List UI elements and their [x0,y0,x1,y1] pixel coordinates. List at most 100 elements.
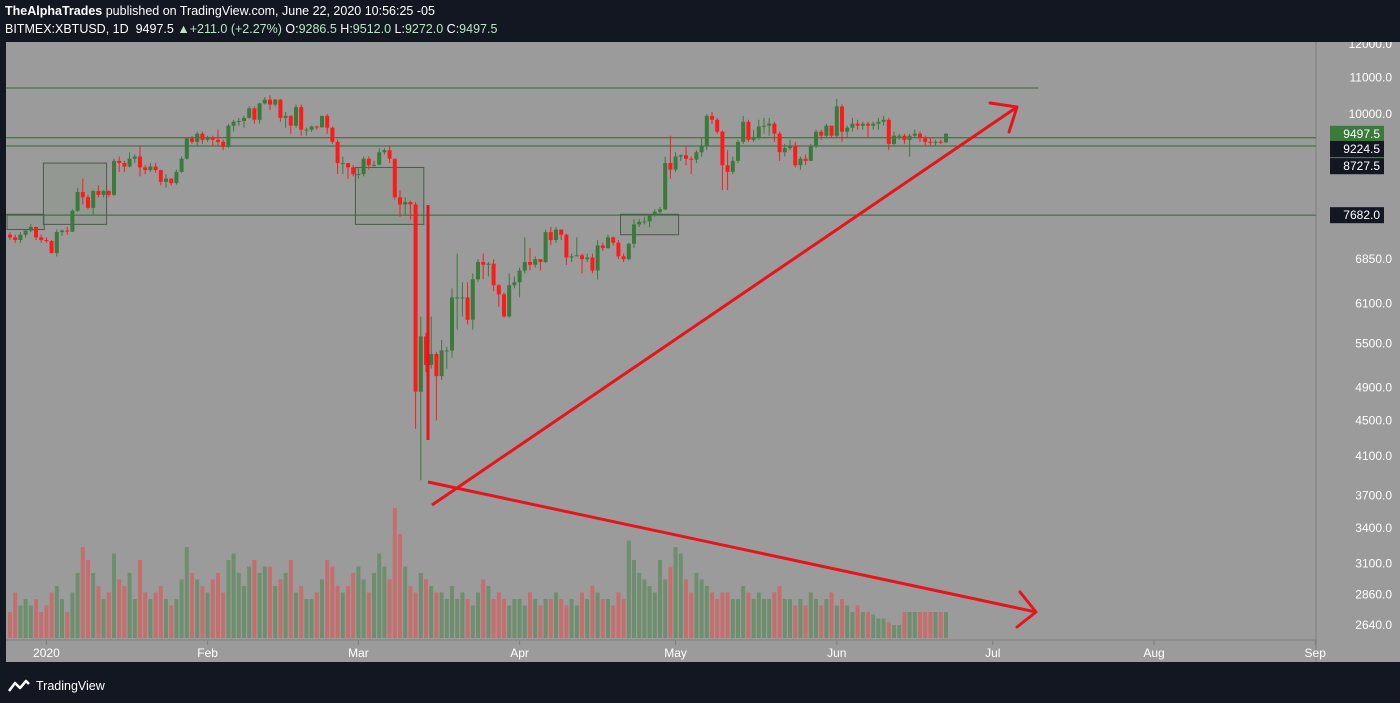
candle[interactable] [304,127,309,136]
candle[interactable] [346,163,350,179]
candle[interactable] [49,240,54,254]
candle[interactable] [881,115,886,126]
candle[interactable] [512,276,517,289]
candle[interactable] [13,234,18,243]
candle[interactable] [933,139,938,146]
candle[interactable] [938,139,943,144]
candle[interactable] [730,156,735,175]
candle[interactable] [257,102,262,124]
candle[interactable] [252,106,257,124]
candle[interactable] [637,219,642,227]
candle[interactable] [18,232,23,243]
candle[interactable] [907,133,912,157]
candle[interactable] [351,165,356,177]
candle[interactable] [434,351,439,421]
candle[interactable] [840,104,844,142]
candle[interactable] [626,242,631,261]
candle[interactable] [533,256,538,268]
candle[interactable] [75,187,80,212]
candle[interactable] [860,121,865,130]
candle[interactable] [751,129,756,142]
candle[interactable] [710,112,714,124]
candle[interactable] [106,190,111,198]
candle[interactable] [460,282,465,317]
candle[interactable] [528,248,532,271]
candle[interactable] [741,115,746,144]
candle[interactable] [538,259,543,271]
candle[interactable] [164,174,168,188]
candle[interactable] [834,98,839,138]
candle[interactable] [517,267,522,298]
candle[interactable] [928,137,933,146]
tradingview-brand[interactable]: TradingView [8,679,105,693]
candle[interactable] [496,284,501,307]
candle[interactable] [335,139,340,175]
candle[interactable] [221,139,226,151]
candle[interactable] [595,240,600,280]
candle[interactable] [647,214,652,227]
candle[interactable] [205,135,210,142]
candle[interactable] [356,167,361,179]
candle[interactable] [798,156,803,170]
candle[interactable] [455,253,460,330]
candle[interactable] [668,135,673,179]
candle[interactable] [413,202,418,430]
candle[interactable] [564,233,569,265]
candle[interactable] [793,141,798,168]
candle[interactable] [366,156,371,170]
candle[interactable] [897,133,902,140]
candle[interactable] [559,229,564,241]
candle[interactable] [923,135,928,146]
candle[interactable] [476,259,480,283]
candle[interactable] [762,117,766,134]
candle[interactable] [132,154,137,164]
candle[interactable] [101,190,106,198]
candle[interactable] [65,226,70,235]
candle[interactable] [382,148,387,155]
candle[interactable] [34,226,38,241]
candle[interactable] [699,137,704,157]
candle[interactable] [788,139,792,151]
candle[interactable] [138,145,142,177]
candle[interactable] [850,117,855,132]
candle[interactable] [273,98,278,107]
candle[interactable] [429,316,434,369]
candle[interactable] [403,197,408,215]
candle[interactable] [600,242,605,251]
candle[interactable] [746,119,751,142]
candle[interactable] [694,150,699,164]
candle[interactable] [704,114,709,151]
candle[interactable] [611,236,616,246]
candle[interactable] [621,253,626,262]
candle[interactable] [814,129,818,149]
candle[interactable] [481,253,486,280]
symbol-label[interactable]: BITMEX:XBTUSD, 1D [5,22,129,36]
candle[interactable] [424,333,428,373]
candle[interactable] [574,237,579,257]
candle[interactable] [491,259,496,292]
candle[interactable] [543,229,548,264]
candle[interactable] [652,209,657,217]
candle[interactable] [522,237,527,274]
candle[interactable] [720,130,725,191]
candle[interactable] [377,148,382,166]
candle[interactable] [340,156,345,175]
candle[interactable] [8,232,12,241]
candle[interactable] [190,135,194,144]
chart-pane[interactable] [6,42,1316,640]
candle[interactable] [325,114,330,134]
candle[interactable] [803,154,808,166]
candle[interactable] [944,133,948,144]
candle[interactable] [684,145,688,166]
candle[interactable] [871,121,876,130]
candle[interactable] [195,131,200,146]
candle[interactable] [226,123,231,149]
candle[interactable] [231,119,236,132]
candle[interactable] [548,226,553,246]
candle[interactable] [309,125,314,132]
candle[interactable] [590,253,595,274]
candle[interactable] [678,154,683,161]
candle[interactable] [569,253,574,262]
candle[interactable] [439,339,444,380]
